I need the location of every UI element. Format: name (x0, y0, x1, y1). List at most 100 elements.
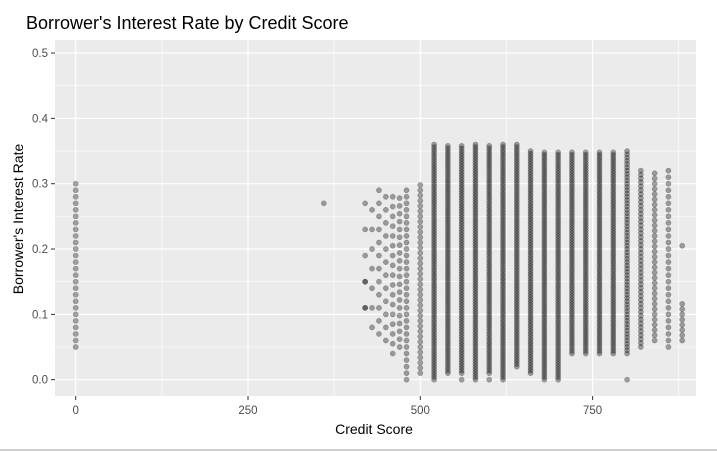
scatter-point (610, 327, 617, 333)
scatter-point (582, 238, 589, 245)
scatter-point (513, 209, 520, 216)
scatter-point (472, 303, 479, 310)
scatter-point (541, 259, 548, 265)
scatter-point (569, 188, 575, 195)
scatter-point (555, 342, 562, 349)
scatter-point (472, 251, 479, 258)
scatter-point (396, 234, 403, 241)
scatter-point (72, 193, 79, 200)
scatter-point (555, 355, 562, 362)
scatter-point (403, 324, 410, 331)
scatter-point (486, 333, 493, 340)
scatter-point (458, 231, 465, 238)
scatter-point (541, 342, 548, 349)
scatter-point (458, 216, 465, 222)
scatter-point (527, 310, 534, 316)
scatter-point (472, 374, 479, 380)
scatter-point (445, 286, 451, 293)
scatter-point (472, 259, 479, 265)
scatter-point (527, 323, 534, 329)
scatter-point (445, 323, 451, 329)
scatter-point (458, 142, 465, 149)
scatter-point (403, 363, 410, 370)
scatter-point (500, 173, 506, 179)
scatter-point (486, 203, 493, 209)
scatter-point (472, 340, 479, 346)
scatter-point (596, 298, 603, 305)
scatter-point (417, 276, 424, 282)
scatter-point (513, 201, 520, 208)
scatter-point (445, 200, 451, 207)
scatter-point (513, 183, 520, 190)
scatter-point (638, 230, 644, 237)
scatter-point (541, 358, 548, 365)
scatter-point (527, 291, 534, 298)
scatter-point (624, 233, 630, 239)
scatter-point (638, 171, 644, 178)
scatter-point (596, 173, 603, 179)
scatter-point (389, 242, 396, 249)
scatter-point (472, 361, 479, 367)
scatter-point (472, 167, 479, 174)
scatter-point (610, 335, 617, 341)
scatter-point (369, 324, 375, 331)
scatter-point (500, 321, 506, 328)
scatter-point (403, 298, 410, 305)
scatter-point (472, 175, 479, 182)
scatter-point (369, 285, 375, 292)
scatter-point (582, 204, 589, 211)
scatter-point (541, 306, 548, 312)
scatter-point (513, 295, 520, 302)
scatter-point (679, 316, 686, 323)
scatter-point (541, 267, 548, 273)
scatter-point (541, 178, 548, 184)
scatter-point (486, 336, 493, 343)
scatter-point (596, 269, 603, 276)
scatter-point (472, 170, 479, 177)
scatter-point (472, 371, 479, 378)
scatter-point (527, 370, 534, 376)
scatter-point (582, 152, 589, 158)
scatter-point (500, 162, 506, 169)
scatter-point (513, 280, 520, 286)
scatter-point (596, 350, 603, 357)
scatter-point (431, 248, 437, 255)
scatter-point (500, 152, 506, 158)
scatter-point (500, 353, 506, 359)
scatter-point (555, 259, 562, 265)
scatter-point (472, 366, 479, 373)
scatter-point (486, 226, 493, 233)
scatter-point (486, 247, 493, 254)
scatter-point (513, 345, 520, 352)
scatter-point (555, 225, 562, 231)
scatter-point (472, 157, 479, 164)
scatter-point (541, 335, 548, 341)
scatter-point (624, 350, 630, 357)
scatter-point (72, 272, 79, 279)
scatter-point (431, 337, 437, 344)
scatter-point (582, 261, 589, 268)
scatter-point (486, 341, 493, 348)
scatter-point (569, 157, 575, 164)
scatter-point (403, 265, 410, 272)
scatter-point (638, 179, 644, 186)
scatter-point (486, 354, 493, 361)
scatter-point (624, 203, 630, 210)
scatter-point (596, 348, 603, 354)
scatter-point (582, 165, 589, 171)
scatter-point (431, 186, 437, 192)
scatter-point (582, 183, 589, 190)
scatter-point (431, 188, 437, 195)
scatter-point (569, 308, 575, 315)
scatter-point (555, 180, 562, 187)
scatter-point (624, 242, 630, 249)
scatter-point (431, 233, 437, 239)
scatter-point (624, 324, 630, 331)
scatter-point (624, 262, 630, 269)
scatter-point (555, 165, 562, 171)
scatter-point (596, 233, 603, 239)
scatter-point (486, 276, 493, 282)
scatter-point (445, 362, 451, 369)
scatter-point (582, 248, 589, 255)
scatter-point (665, 252, 672, 259)
